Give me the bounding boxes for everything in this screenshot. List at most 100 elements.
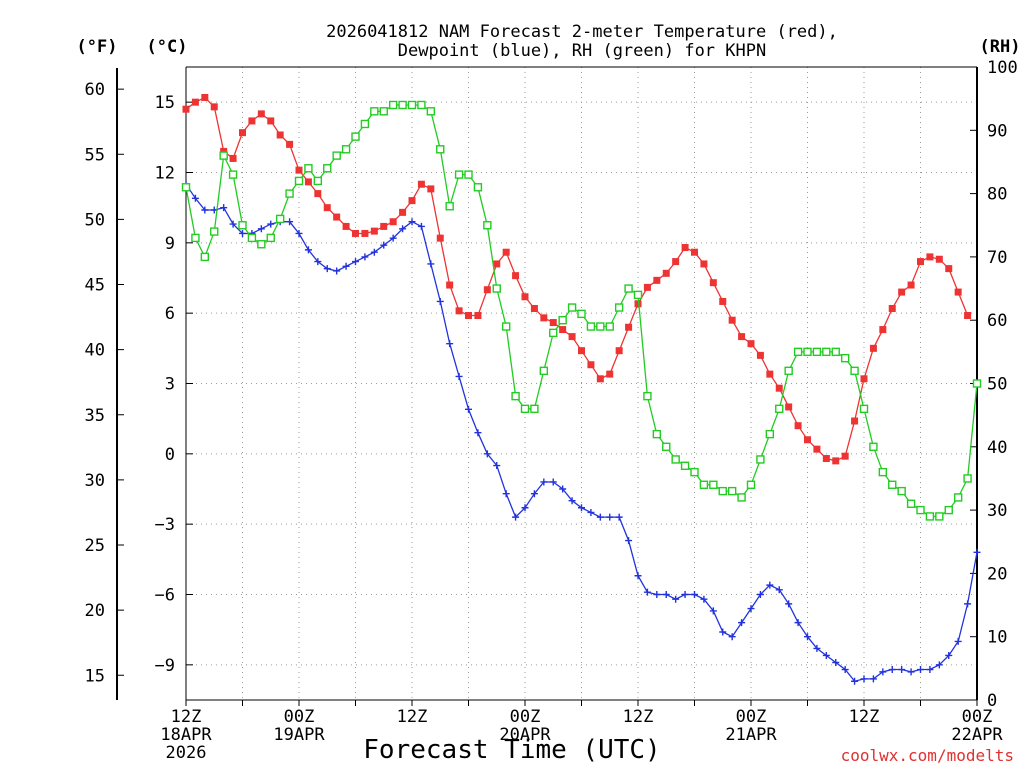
dewpoint-point bbox=[869, 675, 877, 683]
2-meter-temperature-point bbox=[926, 253, 934, 261]
rh-point bbox=[718, 486, 727, 496]
2-meter-temperature-point bbox=[615, 347, 623, 355]
rh-tick-label: 80 bbox=[987, 185, 1007, 205]
rh-point bbox=[492, 284, 501, 293]
dewpoint-point bbox=[813, 644, 821, 652]
dewpoint-point bbox=[964, 600, 972, 608]
rh-point bbox=[878, 467, 888, 477]
x-tick-label: 12Z bbox=[623, 707, 654, 727]
rh-point bbox=[850, 366, 859, 376]
2-meter-temperature-point bbox=[879, 326, 887, 334]
2-meter-temperature-point bbox=[304, 178, 312, 186]
2-meter-temperature-point bbox=[502, 248, 510, 256]
rh-point bbox=[840, 353, 850, 363]
rh-point bbox=[181, 183, 191, 192]
2-meter-temperature-point bbox=[370, 227, 378, 235]
2-meter-temperature-point bbox=[276, 131, 284, 139]
dewpoint-point bbox=[257, 225, 265, 233]
rh-point bbox=[464, 170, 473, 179]
rh-point bbox=[935, 512, 944, 521]
2-meter-temperature-point bbox=[785, 403, 793, 411]
rh-point bbox=[294, 176, 304, 186]
dewpoint-point bbox=[606, 513, 614, 521]
dewpoint-point bbox=[578, 504, 585, 512]
2-meter-temperature-point bbox=[417, 180, 425, 188]
2-meter-temperature-point bbox=[954, 288, 962, 296]
dewpoint-point bbox=[286, 218, 294, 226]
fahrenheit-tick-label: 55 bbox=[85, 145, 105, 165]
2-meter-temperature-point bbox=[596, 375, 604, 383]
dewpoint-point bbox=[389, 234, 397, 242]
2-meter-temperature-point bbox=[474, 312, 482, 320]
2-meter-temperature-point bbox=[465, 312, 472, 320]
x-tick-label: 00Z bbox=[962, 707, 993, 727]
series bbox=[181, 93, 982, 685]
dewpoint-point bbox=[785, 600, 793, 608]
2-meter-temperature-point bbox=[851, 417, 859, 425]
dewpoint-point bbox=[917, 666, 924, 674]
2-meter-temperature-point bbox=[756, 351, 764, 359]
x-axis-label: Forecast Time (UTC) bbox=[363, 735, 660, 765]
rh-point bbox=[436, 145, 445, 154]
dewpoint-point bbox=[239, 229, 246, 237]
rh-point bbox=[775, 404, 784, 414]
rh-point bbox=[614, 303, 624, 312]
2-meter-temperature-point bbox=[201, 93, 209, 101]
dewpoint-point bbox=[295, 229, 303, 237]
rh-point bbox=[360, 119, 370, 129]
rh-point bbox=[304, 164, 313, 173]
2-meter-temperature-point bbox=[323, 204, 331, 212]
rh-point bbox=[709, 480, 718, 489]
dewpoint-point bbox=[954, 637, 962, 645]
rh-point bbox=[596, 322, 605, 331]
rh-point bbox=[925, 512, 935, 521]
2-meter-temperature-point bbox=[427, 185, 435, 193]
rh-point bbox=[586, 322, 596, 331]
rh-point bbox=[454, 170, 464, 179]
rh-point bbox=[539, 366, 549, 376]
dewpoint-point bbox=[907, 668, 915, 676]
rh-point bbox=[888, 480, 897, 489]
rh-point bbox=[680, 461, 690, 470]
celsius-tick-label: −3 bbox=[155, 515, 175, 535]
dewpoint-point bbox=[493, 462, 501, 470]
rh-point bbox=[953, 493, 963, 502]
fahrenheit-unit-label: (°F) bbox=[77, 37, 118, 57]
fahrenheit-tick-label: 45 bbox=[85, 276, 105, 296]
rh-tick-label: 20 bbox=[987, 564, 1007, 584]
rh-point bbox=[275, 214, 285, 224]
rh-point bbox=[662, 442, 671, 451]
dewpoint-point bbox=[323, 265, 331, 273]
rh-point bbox=[972, 379, 982, 388]
dewpoint-point bbox=[229, 220, 237, 228]
dewpoint-point bbox=[380, 241, 388, 249]
rh-point bbox=[228, 170, 238, 179]
dewpoint-point bbox=[446, 340, 454, 348]
rh-point bbox=[313, 176, 323, 186]
fahrenheit-tick-label: 60 bbox=[85, 80, 105, 100]
fahrenheit-tick-label: 35 bbox=[85, 406, 105, 426]
dewpoint-series bbox=[182, 180, 981, 685]
2-meter-temperature-line bbox=[185, 96, 969, 462]
rh-point bbox=[407, 100, 417, 110]
rh-tick-label: 90 bbox=[987, 121, 1007, 141]
x-tick-label: 20APR bbox=[499, 725, 551, 745]
2-meter-temperature-point bbox=[352, 229, 359, 237]
2-meter-temperature-point bbox=[267, 117, 275, 125]
2-meter-temperature-point bbox=[521, 293, 529, 301]
rh-point bbox=[520, 404, 530, 414]
2-meter-temperature-point bbox=[898, 288, 906, 296]
2-meter-temperature-point bbox=[512, 272, 520, 280]
rh-point bbox=[426, 107, 436, 116]
rh-tick-label: 10 bbox=[987, 628, 1007, 648]
chart-title-line-2: Dewpoint (blue), RH (green) for KHPN bbox=[398, 41, 766, 61]
dewpoint-point bbox=[465, 405, 472, 413]
dewpoint-point bbox=[935, 661, 943, 669]
dewpoint-point bbox=[653, 591, 661, 598]
dewpoint-point bbox=[719, 628, 727, 636]
rh-point bbox=[727, 486, 737, 496]
2-meter-temperature-point bbox=[530, 304, 538, 312]
dewpoint-point bbox=[333, 267, 341, 275]
dewpoint-point bbox=[399, 225, 407, 233]
tick-labels: 15129630−3−6−960555045403530252015100908… bbox=[85, 58, 1018, 763]
